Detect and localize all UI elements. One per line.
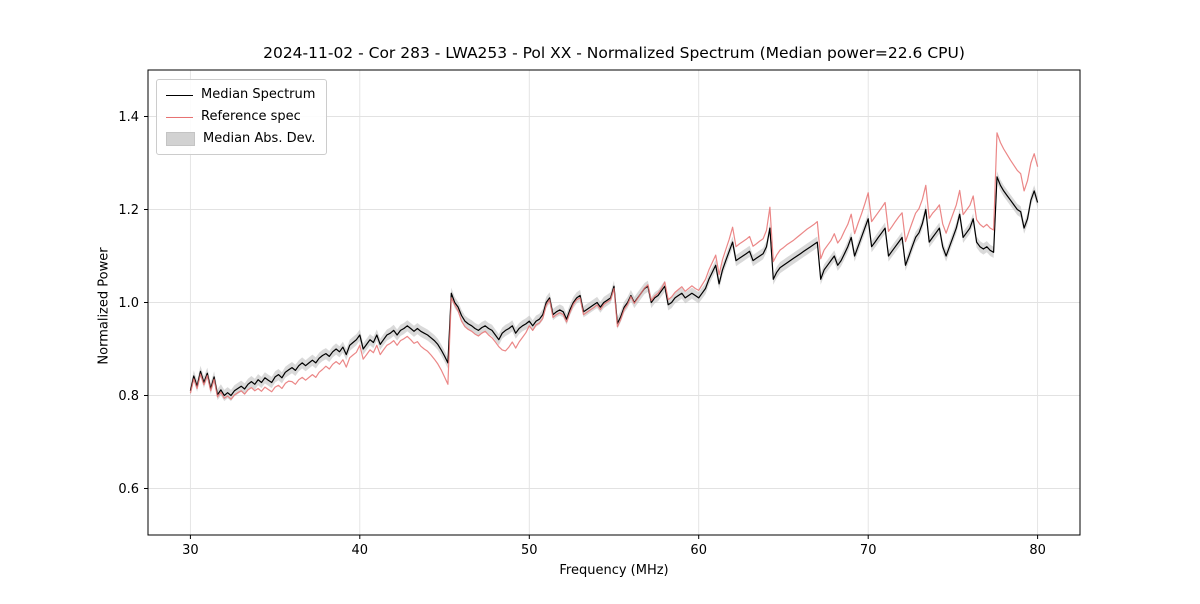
legend-label-median: Median Spectrum — [201, 87, 316, 102]
legend-item-reference: Reference spec — [166, 109, 315, 125]
legend-label-mad: Median Abs. Dev. — [203, 131, 316, 146]
y-tick-label: 0.6 — [118, 482, 139, 497]
reference-spec-line — [189, 132, 1039, 400]
y-tick-label: 0.8 — [118, 389, 139, 404]
legend-item-median: Median Spectrum — [166, 87, 315, 103]
x-tick-label: 40 — [352, 543, 369, 558]
mad-band-swatch-icon — [166, 132, 195, 146]
y-tick-label: 1.4 — [118, 110, 139, 125]
x-tick-label: 80 — [1029, 543, 1046, 558]
y-tick-label: 1.2 — [118, 203, 139, 218]
x-tick-label: 60 — [690, 543, 707, 558]
x-tick-label: 50 — [521, 543, 538, 558]
y-axis-label: Normalized Power — [96, 247, 112, 365]
x-tick-label: 30 — [182, 543, 199, 558]
legend: Median Spectrum Reference spec Median Ab… — [156, 79, 328, 155]
median-line-swatch-icon — [166, 94, 193, 96]
legend-item-mad: Median Abs. Dev. — [166, 131, 315, 147]
x-axis-label: Frequency (MHz) — [559, 563, 669, 578]
median-spectrum-line — [189, 176, 1039, 397]
x-tick-label: 70 — [860, 543, 877, 558]
legend-label-reference: Reference spec — [201, 109, 301, 124]
reference-line-swatch-icon — [166, 116, 193, 118]
chart-title: 2024-11-02 - Cor 283 - LWA253 - Pol XX -… — [263, 44, 965, 62]
y-tick-label: 1.0 — [118, 296, 139, 311]
